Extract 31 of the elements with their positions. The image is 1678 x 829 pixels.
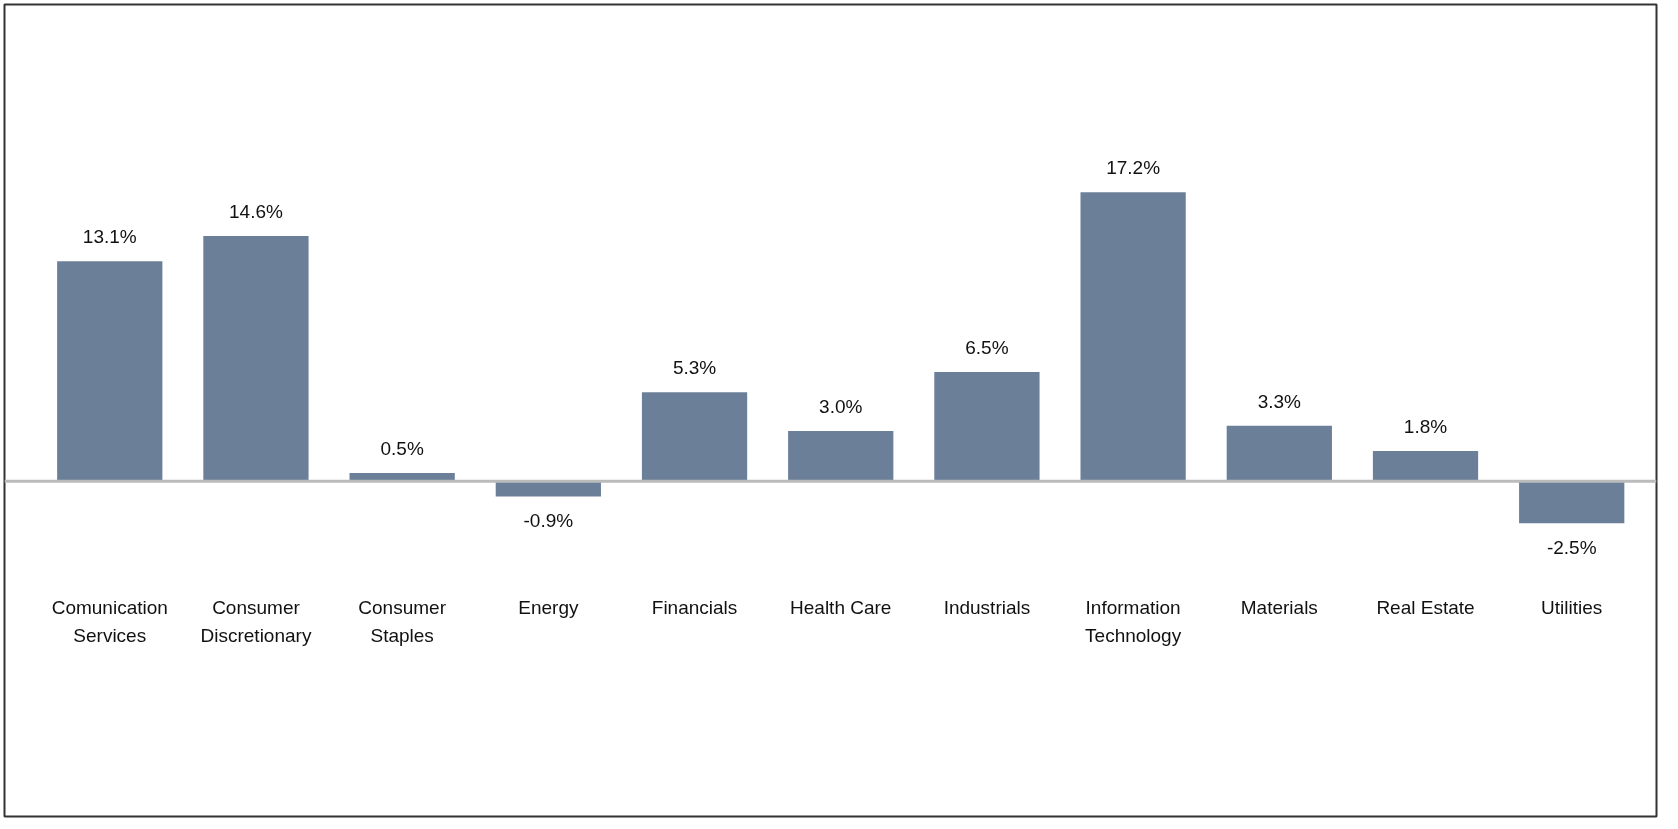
x-tick-label: Energy (518, 596, 579, 618)
data-label: 14.6% (229, 201, 283, 223)
bar (934, 372, 1040, 482)
data-label: 6.5% (965, 337, 1009, 359)
bar (788, 430, 894, 482)
data-label: 5.3% (672, 357, 717, 379)
data-label: 13.1% (82, 226, 137, 248)
x-tick-label: Financials (651, 596, 738, 618)
bar (1519, 481, 1625, 524)
bar (57, 261, 163, 482)
bar (1226, 425, 1332, 482)
x-tick-label: Industrials (943, 596, 1031, 618)
x-tick-label: Consumer Staples (358, 596, 447, 647)
bar (203, 236, 309, 482)
x-tick-label: Materials (1240, 596, 1318, 618)
bar (1372, 451, 1479, 482)
data-label: 3.0% (819, 395, 863, 417)
data-label: 17.2% (1106, 157, 1161, 179)
x-tick-label: Consumer Discretionary (200, 596, 312, 647)
x-tick-label: Comunication Services (51, 596, 168, 647)
x-tick-label: Real Estate (1376, 596, 1475, 618)
x-tick-label: Utilities (1541, 596, 1603, 618)
x-tick-label: Health Care (790, 596, 892, 618)
data-label: -0.9% (523, 510, 574, 532)
data-label: -2.5% (1546, 537, 1597, 559)
bar (641, 392, 748, 482)
data-label: 1.8% (1403, 416, 1448, 438)
data-label: 3.3% (1257, 390, 1302, 412)
data-label: 0.5% (380, 437, 424, 459)
bar (1080, 192, 1186, 482)
x-tick-label: Information Technology (1085, 596, 1182, 647)
